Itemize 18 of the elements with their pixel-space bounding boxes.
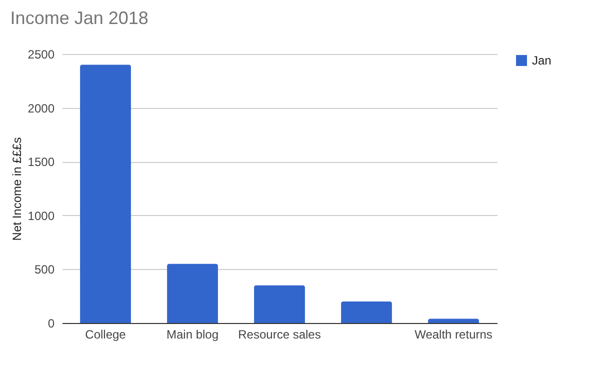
bar	[341, 301, 392, 323]
y-tick-label: 1500	[28, 155, 55, 170]
x-tick-label: College	[85, 328, 126, 342]
y-tick-label: 0	[48, 316, 55, 330]
bar	[80, 64, 131, 323]
x-tick-label: Wealth returns	[414, 328, 492, 342]
bar	[254, 285, 305, 323]
chart-title: Income Jan 2018	[10, 8, 148, 28]
legend-label: Jan	[532, 54, 552, 68]
y-axis-title: Net Income in £££s	[10, 137, 24, 241]
x-tick-label: Resource sales	[238, 328, 321, 342]
x-tick-label: Main blog	[166, 328, 219, 342]
y-tick-label: 2000	[28, 101, 55, 116]
y-tick-label: 1000	[28, 208, 55, 223]
y-tick-label: 2500	[28, 48, 55, 62]
y-tick-label: 500	[34, 262, 55, 277]
bar	[428, 318, 479, 323]
bar	[167, 264, 218, 323]
